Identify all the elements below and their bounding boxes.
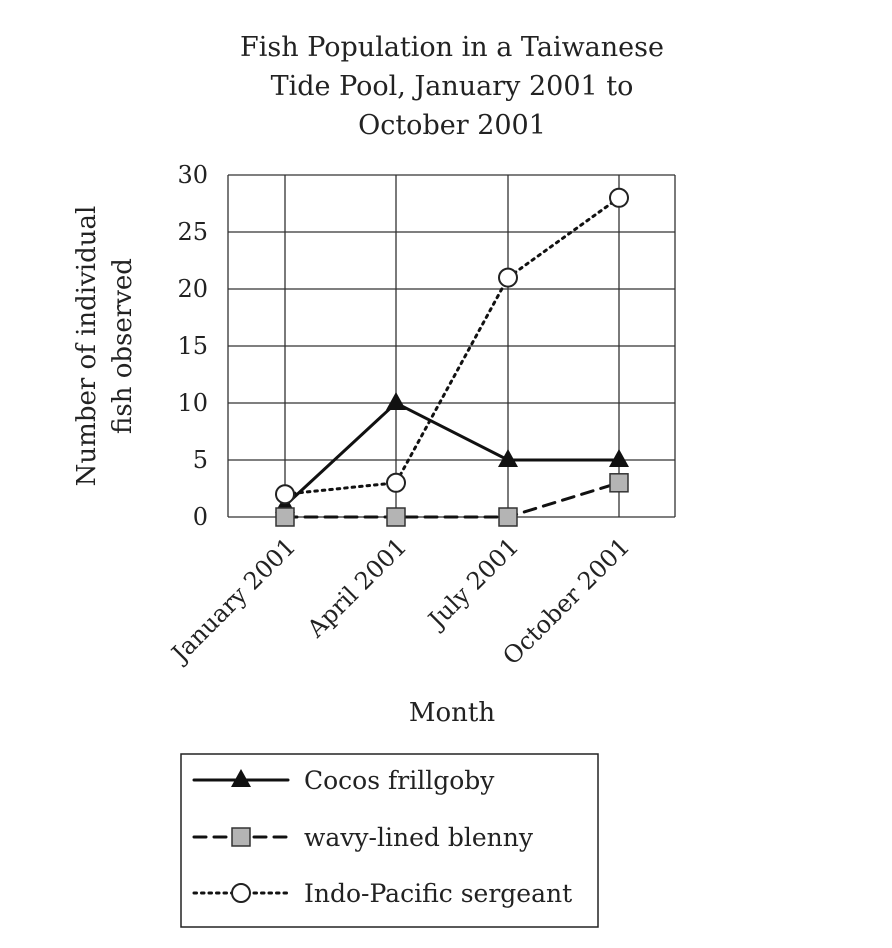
series-line-triangle [283,401,621,508]
data-point-circle [609,187,629,208]
x-axis-label: Month [409,698,495,728]
y-tick-label: 0 [193,503,208,531]
series-line-circle [283,196,621,496]
y-tick-label: 5 [193,446,208,474]
data-point-circle [386,472,406,493]
y-tick-label: 10 [177,389,208,417]
y-axis-label-line: Number of individual [72,206,102,487]
y-tick-label: 30 [177,161,208,189]
legend-entries: Cocos frillgoby wavy-lined blenny Indo-Pac… [192,766,572,908]
chart-title-line: Tide Pool, January 2001 to [271,71,634,102]
chart-title: Fish Population in a Taiwanese Tide Pool… [240,32,664,141]
legend-label: Cocos frillgoby [304,766,495,795]
series-line-square [283,481,621,519]
y-axis-label: Number of individual fish observed [72,206,138,487]
y-axis-label-line: fish observed [108,258,138,434]
chart-title-line: Fish Population in a Taiwanese [240,32,664,63]
y-tick-label: 15 [177,332,208,360]
legend-label: Indo-Pacific sergeant [304,879,572,908]
legend: Cocos frillgoby wavy-lined blenny Indo-Pac… [180,753,599,928]
data-point-triangle [386,392,406,410]
data-point-triangle [231,769,251,787]
x-tick-label: April 2001 [301,532,412,643]
y-tick-label: 20 [177,275,208,303]
marker-layer [275,187,629,527]
data-point-triangle [609,449,629,467]
data-point-triangle [498,449,518,467]
data-point-square [609,473,629,493]
legend-label: wavy-lined blenny [304,823,534,852]
x-tick-label: January 2001 [164,532,301,669]
data-point-circle [231,883,251,903]
series-layer [283,196,621,519]
y-tick-label: 25 [177,218,208,246]
data-point-square [231,827,251,847]
data-point-circle [275,484,295,505]
data-point-square [386,507,406,527]
chart-title-line: October 2001 [358,110,546,141]
data-point-square [498,507,518,527]
data-point-square [275,507,295,527]
grid [227,174,676,518]
y-axis-ticks: 0 5 10 15 20 25 30 [177,161,208,531]
data-point-circle [498,267,518,288]
x-tick-label: July 2001 [421,532,524,635]
